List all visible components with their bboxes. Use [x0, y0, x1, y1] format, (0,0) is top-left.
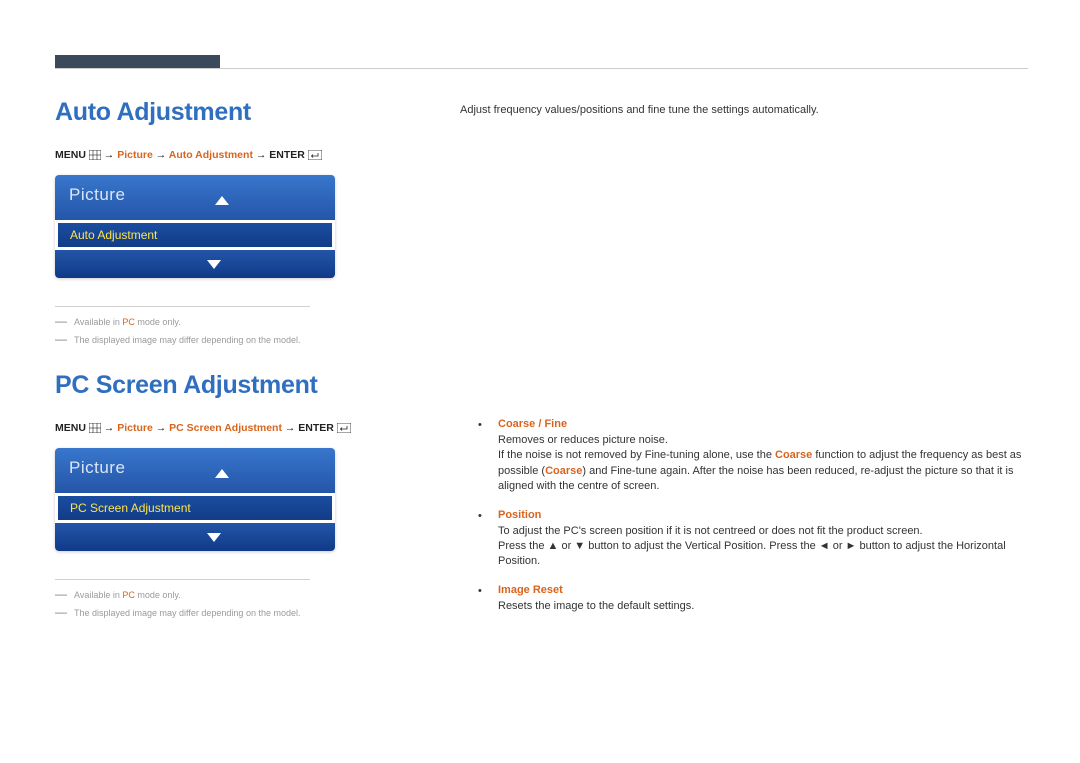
bullet-line1: Resets the image to the default settings…: [498, 599, 1028, 614]
menu-widget-pc: Picture PC Screen Adjustment: [55, 448, 335, 551]
bullet-title: Position: [498, 509, 1028, 521]
bullet-line1: To adjust the PC's screen position if it…: [498, 524, 1028, 539]
bullet-body: Position To adjust the PC's screen posit…: [498, 509, 1028, 570]
note-line: ― Available in PC mode only.: [55, 590, 440, 600]
bullet-list: • Coarse / Fine Removes or reduces pictu…: [460, 418, 1028, 614]
page-content: Auto Adjustment MENU → Picture → Auto Ad…: [55, 98, 1028, 644]
dash-icon: ―: [55, 335, 67, 344]
dash-icon: ―: [55, 608, 67, 617]
note-post: mode only.: [135, 590, 181, 600]
note-text: Available in PC mode only.: [74, 317, 181, 327]
menu-footer: [55, 523, 335, 551]
enter-icon: [337, 423, 351, 433]
chevron-up-icon[interactable]: [215, 466, 229, 481]
chevron-up-icon[interactable]: [215, 193, 229, 208]
chevron-down-icon[interactable]: [207, 257, 221, 272]
section-title-pc: PC Screen Adjustment: [55, 371, 440, 400]
bullet-dot-icon: •: [478, 584, 484, 597]
menu-selected-item[interactable]: Auto Adjustment: [55, 220, 335, 250]
bullet-item-coarse: • Coarse / Fine Removes or reduces pictu…: [478, 418, 1028, 495]
note-text: The displayed image may differ depending…: [74, 608, 300, 618]
bullet-line2: If the noise is not removed by Fine-tuni…: [498, 448, 1028, 494]
menu-path-pc: MENU → Picture → PC Screen Adjustment → …: [55, 422, 440, 434]
note-pc: PC: [122, 590, 135, 600]
right-column: Adjust frequency values/positions and fi…: [460, 98, 1028, 644]
note-line: ― Available in PC mode only.: [55, 317, 440, 327]
t: If the noise is not removed by Fine-tuni…: [498, 449, 775, 461]
bullet-line2: Press the ▲ or ▼ button to adjust the Ve…: [498, 539, 1028, 570]
page-tab: [55, 55, 220, 69]
bullet-body: Coarse / Fine Removes or reduces picture…: [498, 418, 1028, 495]
menu-header-title: Picture: [69, 458, 125, 478]
section-title-auto: Auto Adjustment: [55, 98, 440, 127]
bullet-item-position: • Position To adjust the PC's screen pos…: [478, 509, 1028, 570]
t-bold: Coarse: [775, 449, 812, 461]
note-divider: [55, 579, 310, 580]
menu-path-enter: ENTER: [298, 422, 334, 434]
menu-selected-item[interactable]: PC Screen Adjustment: [55, 493, 335, 523]
note-pc: PC: [122, 317, 135, 327]
menu-path-menu: MENU: [55, 149, 86, 161]
intro-text: Adjust frequency values/positions and fi…: [460, 104, 1028, 116]
menu-header-title: Picture: [69, 185, 125, 205]
chevron-down-icon[interactable]: [207, 530, 221, 545]
bullet-item-image-reset: • Image Reset Resets the image to the de…: [478, 584, 1028, 614]
section-pc-screen: PC Screen Adjustment MENU → Picture → PC…: [55, 371, 440, 618]
note-pre: Available in: [74, 317, 122, 327]
path-picture: Picture: [117, 149, 153, 161]
bullet-title: Image Reset: [498, 584, 1028, 596]
bullet-body: Image Reset Resets the image to the defa…: [498, 584, 1028, 614]
bullet-dot-icon: •: [478, 418, 484, 431]
bullet-dot-icon: •: [478, 509, 484, 522]
dash-icon: ―: [55, 590, 67, 599]
dash-icon: ―: [55, 317, 67, 326]
bullet-line1: Removes or reduces picture noise.: [498, 433, 1028, 448]
menu-footer: [55, 250, 335, 278]
note-post: mode only.: [135, 317, 181, 327]
menu-header: Picture: [55, 175, 335, 220]
menu-path-enter: ENTER: [269, 149, 305, 161]
menu-header: Picture: [55, 448, 335, 493]
menu-path-auto: MENU → Picture → Auto Adjustment → ENTER: [55, 149, 440, 161]
path-picture: Picture: [117, 422, 153, 434]
menu-grid-icon: [89, 150, 101, 160]
bullet-title: Coarse / Fine: [498, 418, 1028, 430]
path-item: Auto Adjustment: [169, 149, 253, 161]
note-divider: [55, 306, 310, 307]
note-pre: Available in: [74, 590, 122, 600]
section-auto-adjustment: Auto Adjustment MENU → Picture → Auto Ad…: [55, 98, 440, 345]
page-divider: [55, 68, 1028, 69]
note-text: The displayed image may differ depending…: [74, 335, 300, 345]
t-bold: Coarse: [545, 465, 582, 477]
menu-path-menu: MENU: [55, 422, 86, 434]
left-column: Auto Adjustment MENU → Picture → Auto Ad…: [55, 98, 460, 644]
menu-widget-auto: Picture Auto Adjustment: [55, 175, 335, 278]
menu-grid-icon: [89, 423, 101, 433]
path-item: PC Screen Adjustment: [169, 422, 282, 434]
note-line: ― The displayed image may differ dependi…: [55, 608, 440, 618]
enter-icon: [308, 150, 322, 160]
note-text: Available in PC mode only.: [74, 590, 181, 600]
note-line: ― The displayed image may differ dependi…: [55, 335, 440, 345]
